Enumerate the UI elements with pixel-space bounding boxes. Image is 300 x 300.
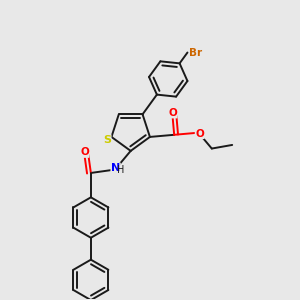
Text: O: O <box>80 147 89 157</box>
Text: Br: Br <box>189 47 203 58</box>
Text: H: H <box>117 166 124 176</box>
Text: S: S <box>103 135 111 145</box>
Text: N: N <box>111 163 120 173</box>
Text: O: O <box>195 129 204 139</box>
Text: O: O <box>168 108 177 118</box>
